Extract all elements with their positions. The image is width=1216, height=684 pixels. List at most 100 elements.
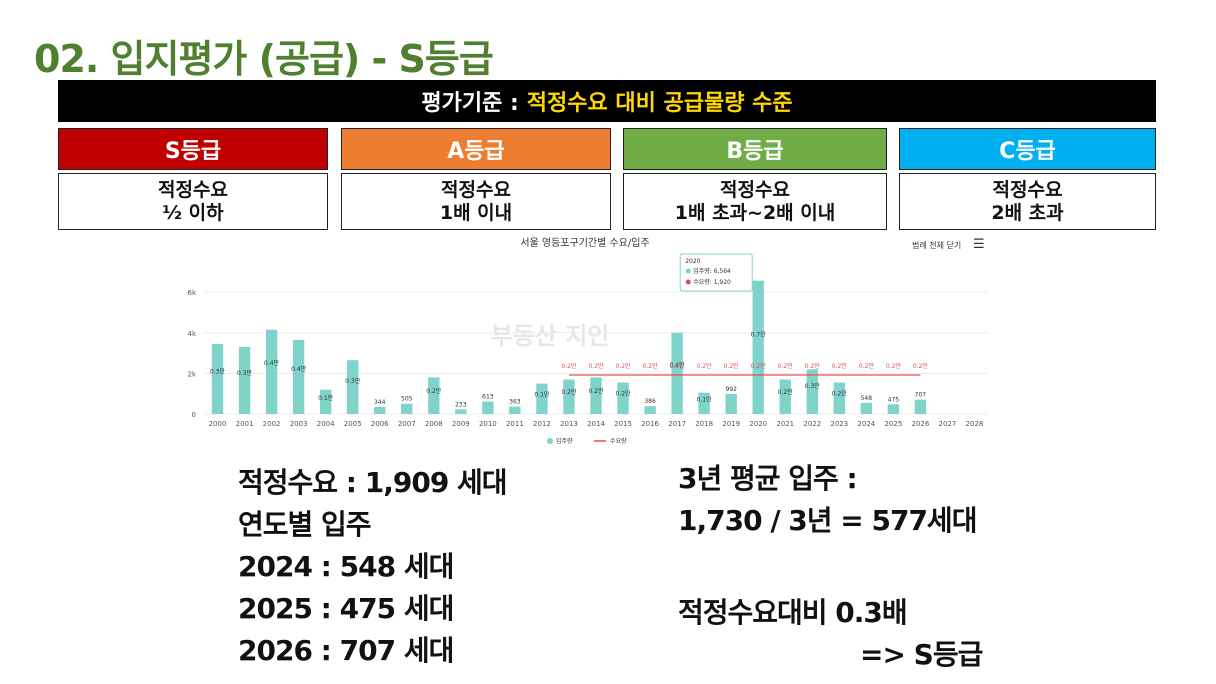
chart-title: 서울 영등포구기간별 수요/입주 (520, 236, 649, 249)
bar-data-label: 0.2만 (778, 388, 794, 396)
grade-description: 적정수요 2배 초과 (899, 173, 1156, 230)
bar-data-label: 344 (374, 399, 386, 406)
grade-line2: 1배 초과~2배 이내 (674, 201, 836, 224)
grade-header: A등급 (341, 128, 611, 170)
grade-header: C등급 (899, 128, 1156, 170)
bar (860, 402, 873, 414)
bar (374, 407, 386, 414)
demand-point-label: 0.2만 (588, 362, 604, 370)
x-tick-label: 2025 (884, 420, 902, 428)
x-tick-label: 2011 (506, 420, 524, 428)
demand-point-label: 0.2만 (561, 362, 577, 370)
grade-header: B등급 (623, 128, 887, 170)
x-tick-label: 2006 (371, 420, 389, 428)
bar-data-label: 363 (509, 399, 521, 406)
bar-data-label: 475 (888, 396, 900, 403)
tooltip-supply: 입주량: 6,564 (693, 267, 731, 275)
x-tick-label: 2022 (803, 420, 821, 428)
chart-watermark: 부동산 지인 (491, 322, 610, 350)
bar (590, 377, 602, 414)
x-tick-label: 2019 (722, 420, 740, 428)
bar-data-label: 0.1만 (318, 394, 334, 402)
bar (644, 406, 656, 414)
avg-supply-calc: 1,730 / 3년 = 577세대 (678, 504, 977, 537)
grade-description: 적정수요 ½ 이하 (58, 173, 328, 230)
grade-line2: ½ 이하 (162, 201, 224, 224)
bar-data-label: 233 (455, 401, 467, 408)
demand-point-label: 0.2만 (616, 362, 632, 370)
grade-line1: 적정수요 (992, 178, 1063, 201)
bar (482, 401, 494, 414)
bar (887, 404, 900, 414)
bar (536, 383, 548, 414)
bar (401, 403, 413, 414)
year-2024-line: 2024 : 548 세대 (238, 550, 454, 583)
x-tick-label: 2000 (209, 420, 227, 428)
bar-data-label: 505 (401, 396, 413, 403)
bar-data-label: 0.2만 (426, 387, 442, 395)
bar (455, 409, 467, 414)
grade-card-b: B등급 적정수요 1배 초과~2배 이내 (623, 128, 887, 230)
bar (752, 280, 764, 414)
x-tick-label: 2004 (317, 420, 335, 428)
demand-line: 적정수요 : 1,909 세대 (238, 466, 508, 499)
x-tick-label: 2001 (236, 420, 254, 428)
grade-line1: 적정수요 (158, 178, 228, 201)
tooltip-demand-dot (685, 279, 691, 285)
y-tick-label: 6k (187, 289, 196, 297)
bar (509, 406, 521, 414)
x-tick-label: 2003 (290, 420, 308, 428)
x-tick-label: 2023 (830, 420, 848, 428)
demand-point-label: 0.2만 (832, 362, 848, 370)
legend-toggle-link[interactable]: 범례 전체 닫기 (912, 241, 962, 250)
bar (265, 329, 278, 414)
demand-point-label: 0.2만 (751, 362, 767, 370)
x-tick-label: 2018 (695, 420, 713, 428)
bar (428, 377, 440, 414)
x-tick-label: 2020 (749, 420, 767, 428)
demand-point-label: 0.2만 (643, 362, 659, 370)
bar (671, 332, 683, 414)
bar (617, 382, 629, 414)
bar (725, 393, 737, 414)
y-tick-label: 0 (192, 411, 196, 419)
hamburger-menu-icon[interactable]: ☰ (973, 237, 985, 252)
bar (238, 346, 251, 414)
demand-point-label: 0.2만 (913, 362, 929, 370)
x-tick-label: 2008 (425, 420, 443, 428)
x-tick-label: 2021 (776, 420, 794, 428)
grade-card-s: S등급 적정수요 ½ 이하 (58, 128, 328, 230)
year-2025-line: 2025 : 475 세대 (238, 592, 454, 625)
avg-supply-heading: 3년 평균 입주 : (678, 462, 858, 495)
bar-data-label: 0.3만 (210, 367, 226, 375)
legend-supply-marker (547, 438, 553, 444)
page-title: 02. 입지평가 (공급) - S등급 (34, 37, 494, 81)
bar-data-label: 0.3만 (237, 369, 253, 377)
tooltip-box (679, 253, 753, 292)
x-tick-label: 2014 (587, 420, 605, 428)
bar-data-label: 0.3만 (345, 377, 361, 385)
grade-description: 적정수요 1배 이내 (341, 173, 611, 230)
criteria-highlight: 적정수요 대비 공급물량 수준 (526, 91, 793, 116)
tooltip-supply-dot (685, 268, 691, 274)
bar-data-label: 0.2만 (588, 387, 604, 395)
bar (292, 339, 305, 414)
tooltip-demand: 수요량: 1,920 (693, 279, 731, 286)
x-tick-label: 2007 (398, 420, 416, 428)
year-2026-line: 2026 : 707 세대 (238, 634, 454, 667)
bar-data-label: 548 (861, 395, 873, 402)
criteria-banner: 평가기준 : 적정수요 대비 공급물량 수준 (58, 80, 1156, 122)
grade-header: S등급 (58, 128, 328, 170)
x-tick-label: 2027 (939, 420, 957, 428)
legend-demand: 수요량 (610, 438, 627, 445)
grade-card-a: A등급 적정수요 1배 이내 (341, 128, 611, 230)
y-tick-label: 4k (187, 330, 196, 338)
x-tick-label: 2002 (263, 420, 281, 428)
bar-data-label: 0.4만 (291, 365, 307, 373)
legend-supply: 입주량 (556, 437, 573, 445)
yearly-heading: 연도별 입주 (238, 508, 372, 541)
x-tick-label: 2026 (911, 420, 929, 428)
x-tick-label: 2017 (668, 420, 686, 428)
bar-data-label: 0.2만 (561, 388, 577, 396)
demand-point-label: 0.2만 (778, 362, 794, 370)
